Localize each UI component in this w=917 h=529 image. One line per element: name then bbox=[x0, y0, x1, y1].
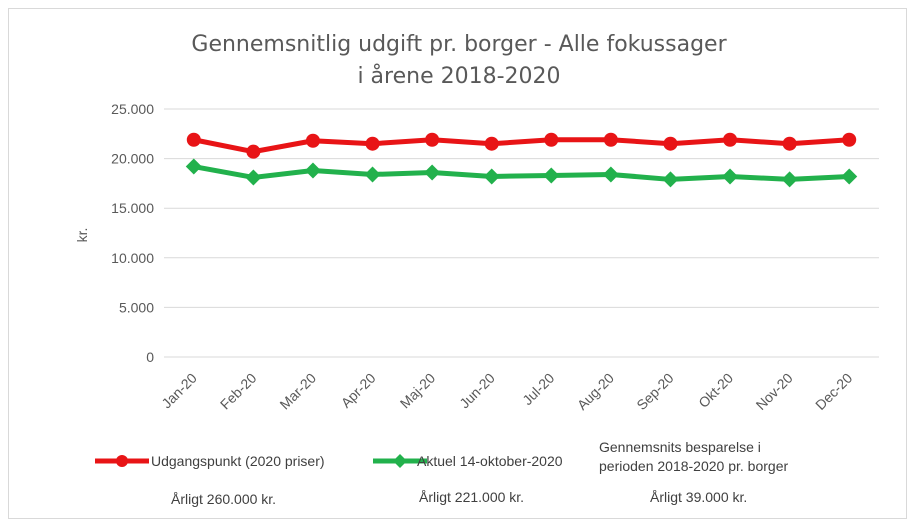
data-point bbox=[245, 169, 262, 186]
data-point bbox=[841, 168, 858, 185]
data-point bbox=[722, 168, 739, 185]
data-point bbox=[186, 132, 201, 147]
data-point bbox=[364, 166, 381, 183]
y-tick-label: 20.000 bbox=[111, 151, 154, 167]
data-point bbox=[424, 164, 441, 181]
x-tick-label: Jul-20 bbox=[519, 370, 557, 408]
data-point bbox=[484, 136, 499, 151]
y-tick-label: 0 bbox=[146, 349, 154, 365]
y-axis-title: kr. bbox=[74, 228, 90, 243]
data-point bbox=[365, 136, 380, 151]
data-point bbox=[246, 144, 261, 159]
data-point bbox=[544, 132, 559, 147]
data-point bbox=[602, 166, 619, 183]
x-tick-label: Maj-20 bbox=[397, 370, 439, 412]
legend-marker-aktuel bbox=[393, 454, 407, 468]
data-point bbox=[781, 171, 798, 188]
y-tick-label: 5.000 bbox=[119, 299, 154, 315]
data-point bbox=[663, 136, 678, 151]
y-tick-label: 15.000 bbox=[111, 200, 154, 216]
data-point bbox=[603, 132, 618, 147]
y-tick-label: 25.000 bbox=[111, 101, 154, 117]
annual-amount-aktuel: Årligt 221.000 kr. bbox=[419, 489, 524, 505]
data-point bbox=[723, 132, 738, 147]
x-tick-label: Feb-20 bbox=[217, 370, 260, 413]
legend-marker-udgangspunkt bbox=[116, 455, 128, 467]
data-point bbox=[304, 162, 321, 179]
annual-amount-udgangspunkt: Årligt 260.000 kr. bbox=[171, 491, 276, 507]
data-point bbox=[543, 167, 560, 184]
data-point bbox=[842, 132, 857, 147]
x-tick-label: Aug-20 bbox=[574, 370, 617, 413]
legend-label-aktuel: Aktuel 14-oktober-2020 bbox=[417, 453, 563, 469]
savings-header-line-1: Gennemsnits besparelse i bbox=[599, 439, 761, 455]
y-tick-label: 10.000 bbox=[111, 250, 154, 266]
annual-amount-besparelse: Årligt 39.000 kr. bbox=[650, 489, 747, 505]
data-point bbox=[782, 136, 797, 151]
legend-label-udgangspunkt: Udgangspunkt (2020 priser) bbox=[151, 453, 325, 469]
y-axis-ticks: 0 5.000 10.000 15.000 20.000 25.000 bbox=[111, 101, 154, 365]
data-point bbox=[483, 168, 500, 185]
savings-header-line-2: perioden 2018-2020 pr. borger bbox=[599, 458, 788, 474]
gridlines bbox=[164, 108, 879, 358]
x-tick-label: Jun-20 bbox=[456, 370, 498, 412]
data-point bbox=[305, 133, 320, 148]
series-line-1 bbox=[191, 164, 852, 182]
x-axis-ticks: Jan-20 Feb-20 Mar-20 Apr-20 Maj-20 Jun-20 Jul-… bbox=[158, 370, 855, 413]
x-tick-label: Nov-20 bbox=[753, 370, 796, 413]
x-tick-label: Sep-20 bbox=[633, 370, 676, 413]
data-point bbox=[425, 132, 440, 147]
x-tick-label: Apr-20 bbox=[338, 370, 379, 411]
series-line-0 bbox=[191, 137, 852, 155]
line-chart: Gennemsnitlig udgift pr. borger - Alle f… bbox=[74, 32, 879, 507]
chart-title-line-2: i årene 2018-2020 bbox=[357, 63, 560, 89]
chart-frame: Gennemsnitlig udgift pr. borger - Alle f… bbox=[8, 8, 907, 519]
data-point bbox=[662, 171, 679, 188]
legend: Udgangspunkt (2020 priser) Aktuel 14-okt… bbox=[95, 453, 563, 469]
series-lines bbox=[185, 132, 858, 188]
x-tick-label: Mar-20 bbox=[276, 370, 319, 413]
x-tick-label: Dec-20 bbox=[812, 370, 855, 413]
x-tick-label: Okt-20 bbox=[695, 370, 736, 411]
data-point bbox=[185, 158, 202, 175]
chart-title-line-1: Gennemsnitlig udgift pr. borger - Alle f… bbox=[191, 32, 727, 57]
x-tick-label: Jan-20 bbox=[158, 370, 200, 412]
